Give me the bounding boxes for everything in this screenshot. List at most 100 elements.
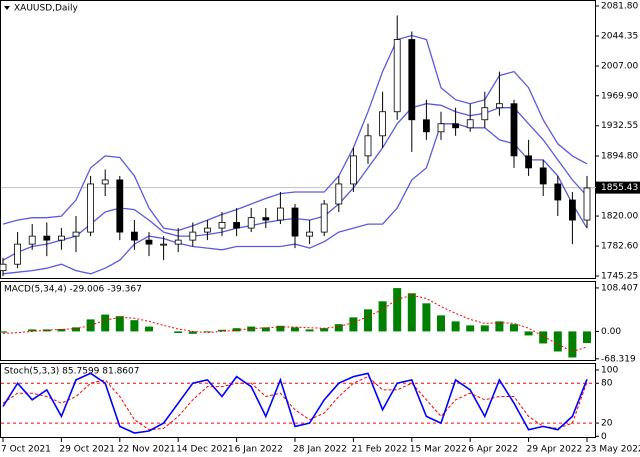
- y-tick-label: 1894.80: [601, 152, 638, 162]
- chart-title: XAUUSD,Daily: [14, 4, 78, 14]
- candle-body: [87, 183, 94, 233]
- candle-body: [0, 263, 7, 272]
- candle-body: [306, 231, 314, 237]
- x-tick-label: 23 May 2022: [585, 445, 640, 455]
- y-tick-label: 80: [601, 379, 613, 389]
- candle-body: [101, 179, 109, 185]
- y-tick-label: 2044.35: [601, 32, 638, 42]
- candle-body: [218, 222, 226, 229]
- macd-bar: [42, 329, 51, 332]
- candle-body: [174, 239, 182, 245]
- candle-body: [28, 235, 36, 245]
- candle-body: [569, 199, 576, 221]
- macd-bar: [188, 331, 197, 334]
- y-tick-label: 1969.90: [601, 91, 638, 101]
- candle-body: [320, 203, 328, 233]
- y-tick-label: 100: [601, 365, 618, 375]
- macd-bar: [174, 331, 183, 334]
- macd-bar: [437, 315, 445, 332]
- last-price-box: [596, 181, 640, 194]
- candle-body: [43, 235, 51, 241]
- last-price-label: 1855.43: [601, 183, 638, 193]
- macd-bar: [130, 320, 139, 332]
- macd-bar: [364, 309, 372, 332]
- candle-body: [233, 222, 241, 229]
- candle-body: [364, 135, 372, 157]
- band-upper: [2, 34, 588, 232]
- macd-bar: [57, 329, 66, 332]
- macd-bar: [276, 325, 285, 332]
- candle-body: [247, 217, 255, 229]
- candle-body: [72, 231, 80, 237]
- y-tick-label: 2081.80: [601, 1, 638, 11]
- macd-bar: [378, 301, 387, 332]
- x-tick-label: 6 Jan 2022: [235, 445, 283, 455]
- candle-body: [495, 103, 503, 109]
- x-tick-label: 14 Dec 2021: [176, 445, 234, 455]
- macd-title: MACD(5,34,4) -29.006 -39.367: [4, 285, 142, 295]
- macd-bar: [261, 327, 270, 332]
- macd-bar: [203, 331, 212, 333]
- macd-bar: [407, 293, 416, 332]
- y-tick-label: 1782.60: [601, 242, 638, 252]
- macd-bar: [451, 321, 460, 332]
- candle-body: [481, 107, 489, 121]
- y-tick-label: 20: [601, 419, 613, 429]
- macd-bar: [305, 329, 314, 332]
- macd-bar: [115, 316, 124, 332]
- macd-bar: [539, 331, 548, 344]
- macd-bar: [583, 331, 591, 344]
- macd-bar: [422, 303, 431, 332]
- candle-body: [335, 183, 343, 205]
- macd-bar: [0, 331, 7, 333]
- candle-body: [276, 207, 284, 221]
- candle-body: [466, 119, 474, 129]
- macd-bar: [218, 329, 226, 332]
- candle-body: [116, 179, 124, 233]
- macd-bar: [72, 327, 80, 332]
- candle-body: [14, 243, 22, 265]
- x-tick-label: 22 Nov 2021: [118, 445, 176, 455]
- candle-body: [291, 207, 299, 237]
- candle-body: [583, 187, 591, 221]
- y-tick-label: 1820.00: [601, 212, 638, 222]
- candle-body: [130, 231, 138, 241]
- macd-bar: [101, 314, 110, 332]
- x-tick-label: 15 Mar 2022: [410, 445, 467, 455]
- candle-body: [145, 239, 153, 245]
- candle-body: [349, 155, 357, 185]
- price-panel: [0, 0, 596, 279]
- y-tick-label: 1745.25: [601, 272, 638, 282]
- macd-bar: [466, 325, 475, 332]
- candle-body: [510, 103, 518, 157]
- candle-body: [160, 243, 168, 246]
- y-tick-label: 0.00: [601, 327, 621, 337]
- stoch-signal: [2, 376, 588, 431]
- candle-body: [203, 227, 211, 233]
- macd-bar: [28, 329, 37, 332]
- macd-panel: [0, 281, 596, 361]
- macd-bar: [247, 326, 256, 332]
- candle-body: [437, 123, 445, 133]
- x-tick-label: 6 Apr 2022: [468, 445, 518, 455]
- candle-body: [525, 155, 532, 169]
- candle-body: [262, 217, 270, 221]
- macd-bar: [320, 328, 329, 332]
- macd-bar: [495, 321, 504, 332]
- y-tick-label: 1932.55: [601, 121, 638, 131]
- candle-body: [408, 39, 416, 121]
- candle-body: [422, 119, 430, 133]
- y-tick-label: 108.407: [601, 283, 638, 293]
- candle-body: [58, 235, 65, 241]
- stoch-panel: [0, 363, 596, 438]
- macd-bar: [510, 324, 518, 332]
- stoch-main: [2, 372, 588, 434]
- macd-bar: [393, 288, 402, 332]
- macd-bar: [145, 326, 153, 332]
- candle-body: [393, 39, 401, 113]
- y-tick-label: 0: [601, 432, 607, 442]
- x-tick-label: 28 Jan 2022: [293, 445, 347, 455]
- candle-body: [539, 167, 547, 185]
- macd-bar: [568, 331, 577, 358]
